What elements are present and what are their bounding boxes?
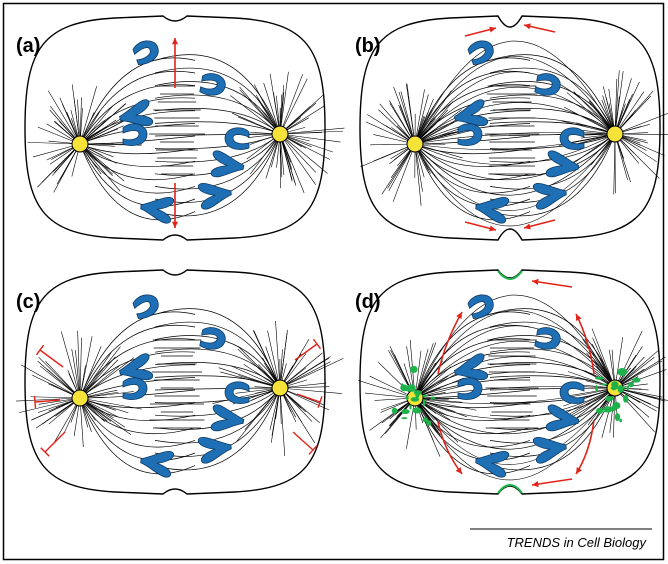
- green-signal: [410, 366, 418, 373]
- green-signal: [426, 420, 431, 426]
- green-signal: [619, 419, 622, 422]
- centrosome: [72, 136, 88, 152]
- centrosome: [407, 136, 423, 152]
- green-signal: [611, 386, 617, 391]
- panel-label: (d): [355, 291, 381, 313]
- green-signal: [407, 384, 416, 390]
- green-signal: [422, 395, 428, 397]
- green-signal: [628, 382, 634, 387]
- restraint-bar: [35, 396, 36, 408]
- centrosome: [272, 126, 288, 142]
- green-signal: [409, 405, 411, 410]
- figure: (a) (b) (c) (d) TRENDS in Cell Biology: [0, 0, 668, 564]
- panel-label: (b): [355, 35, 381, 57]
- green-signal: [411, 397, 413, 400]
- green-signal: [603, 406, 613, 412]
- green-signal: [392, 408, 398, 414]
- green-signal: [617, 368, 627, 376]
- green-signal: [423, 399, 425, 406]
- centrosome: [607, 126, 623, 142]
- panel-label: (a): [16, 35, 40, 57]
- green-signal: [632, 378, 640, 383]
- source: TRENDS in Cell Biology: [507, 535, 648, 550]
- centrosome: [272, 380, 288, 396]
- green-signal: [617, 386, 626, 389]
- green-signal: [596, 408, 603, 414]
- green-signal: [430, 396, 435, 399]
- centrosome: [72, 390, 88, 406]
- green-signal: [605, 396, 613, 401]
- green-signal: [412, 407, 421, 413]
- green-signal: [423, 417, 428, 422]
- panel-label: (c): [16, 291, 40, 313]
- green-signal: [400, 384, 407, 391]
- green-signal: [401, 409, 409, 414]
- green-signal: [611, 405, 616, 411]
- green-signal: [415, 392, 419, 399]
- green-signal: [406, 395, 409, 399]
- green-signal: [615, 413, 620, 421]
- green-signal: [595, 377, 604, 380]
- green-signal: [401, 417, 407, 419]
- green-signal: [601, 383, 608, 385]
- green-signal: [627, 386, 629, 391]
- green-signal: [623, 395, 628, 403]
- green-signal: [595, 385, 598, 392]
